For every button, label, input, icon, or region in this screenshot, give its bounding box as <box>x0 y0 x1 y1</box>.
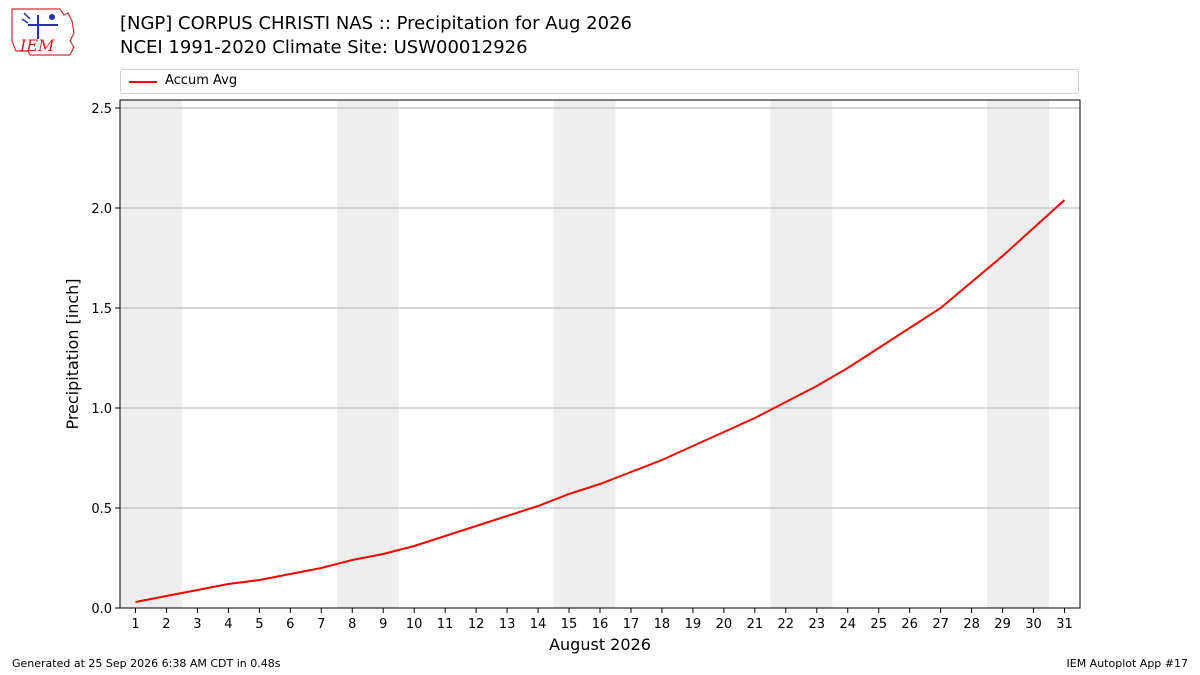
x-tick-label: 4 <box>224 617 232 632</box>
x-tick-label: 7 <box>317 617 325 632</box>
y-tick-label: 0.0 <box>91 602 112 617</box>
iowa-outline <box>11 8 75 56</box>
plot-frame <box>119 99 1081 609</box>
iem-logo: IEM <box>11 8 75 56</box>
x-tick-label: 25 <box>870 617 887 632</box>
x-tick-label: 19 <box>685 617 702 632</box>
app-label: IEM Autoplot App #17 <box>1066 657 1189 670</box>
x-tick-label: 1 <box>131 617 139 632</box>
x-tick-label: 21 <box>747 617 764 632</box>
series-line-accum-avg <box>135 199 1066 603</box>
x-tick-label: 9 <box>379 617 387 632</box>
legend: Accum Avg <box>120 69 1079 94</box>
y-tick-label: 0.5 <box>91 502 112 517</box>
weekend-shade <box>987 100 1050 608</box>
x-tick-label: 26 <box>901 617 918 632</box>
x-tick-label: 20 <box>716 617 733 632</box>
chart-title-line2: NCEI 1991-2020 Climate Site: USW00012926 <box>120 37 528 58</box>
chart-title: [NGP] CORPUS CHRISTI NAS :: Precipitatio… <box>120 12 632 60</box>
weekend-shade <box>336 100 399 608</box>
x-tick-label: 14 <box>530 617 547 632</box>
x-axis-label: August 2026 <box>549 635 651 654</box>
x-tick-label: 2 <box>162 617 170 632</box>
y-tick-label: 1.0 <box>91 402 112 417</box>
y-axis-label: Precipitation [inch] <box>63 278 82 429</box>
y-tick-label: 2.0 <box>91 202 112 217</box>
iem-logo-text: IEM <box>19 36 55 55</box>
x-tick-label: 18 <box>654 617 671 632</box>
weekend-shade <box>770 100 833 608</box>
x-tick-label: 16 <box>592 617 609 632</box>
x-tick-label: 11 <box>437 617 454 632</box>
y-tick-label: 2.5 <box>91 102 112 117</box>
wind-vane-icon <box>21 12 31 24</box>
x-tick-label: 31 <box>1056 617 1073 632</box>
x-tick-label: 22 <box>778 617 795 632</box>
y-tick-label: 1.5 <box>91 302 112 317</box>
x-tick-label: 3 <box>193 617 201 632</box>
anemometer-icon <box>49 14 55 20</box>
legend-line-swatch <box>129 81 157 83</box>
weekend-shade <box>553 100 616 608</box>
x-tick-label: 15 <box>561 617 578 632</box>
x-tick-label: 30 <box>1025 617 1042 632</box>
x-tick-label: 13 <box>499 617 516 632</box>
x-tick-label: 5 <box>255 617 263 632</box>
x-tick-label: 12 <box>468 617 485 632</box>
x-tick-label: 8 <box>348 617 356 632</box>
x-tick-label: 28 <box>963 617 980 632</box>
chart-title-line1: [NGP] CORPUS CHRISTI NAS :: Precipitatio… <box>120 13 632 34</box>
x-tick-label: 27 <box>932 617 949 632</box>
weekend-shade <box>120 100 182 608</box>
x-tick-label: 24 <box>839 617 856 632</box>
generated-timestamp: Generated at 25 Sep 2026 6:38 AM CDT in … <box>12 657 281 670</box>
x-tick-label: 23 <box>809 617 826 632</box>
x-tick-label: 29 <box>994 617 1011 632</box>
x-tick-label: 6 <box>286 617 294 632</box>
legend-label: Accum Avg <box>165 73 238 88</box>
x-tick-label: 17 <box>623 617 640 632</box>
x-tick-label: 10 <box>406 617 423 632</box>
